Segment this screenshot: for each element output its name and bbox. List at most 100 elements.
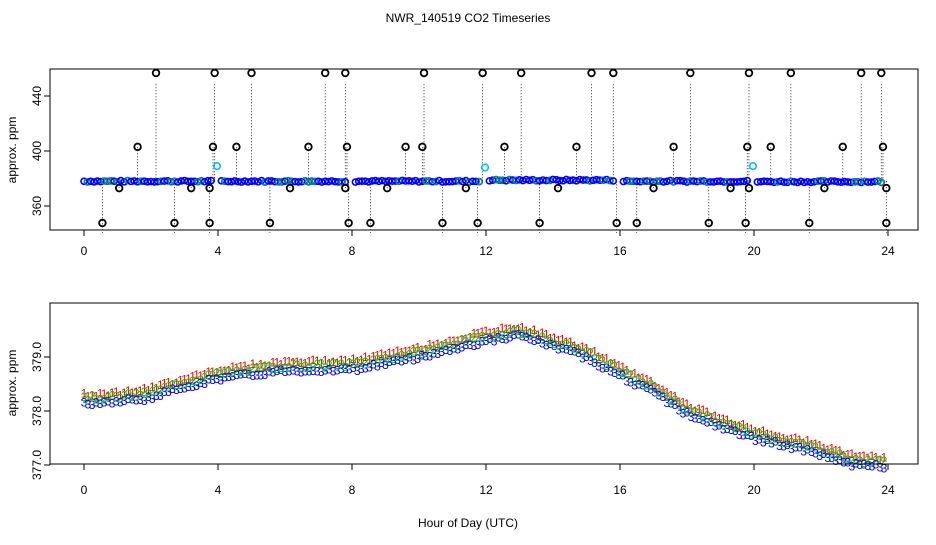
bottom-marker-3: 3 xyxy=(716,418,723,432)
bottom-marker-3: 3 xyxy=(828,451,835,465)
bottom-marker-1: 1 xyxy=(217,364,224,378)
bottom-marker-2: 2 xyxy=(483,330,490,344)
bottom-marker-1: 1 xyxy=(784,433,791,447)
bottom-marker-2: 2 xyxy=(290,357,297,371)
top-spike-point xyxy=(766,142,775,152)
bottom-marker-3: 3 xyxy=(145,390,152,404)
bottom-marker-2: 2 xyxy=(185,376,192,390)
bottom-marker-1: 1 xyxy=(656,382,663,396)
bottom-marker-3: 3 xyxy=(680,406,687,420)
bottom-marker-3: 3 xyxy=(442,343,449,357)
bottom-marker-1: 1 xyxy=(740,417,747,431)
bottom-marker-3: 3 xyxy=(370,358,377,372)
bottom-marker-2: 2 xyxy=(342,360,349,374)
bottom-marker-1: 1 xyxy=(607,357,614,371)
top-spike-point xyxy=(516,68,526,78)
bottom-marker-3: 3 xyxy=(563,342,570,356)
top-point xyxy=(776,177,785,186)
bottom-marker-3: 3 xyxy=(241,367,248,381)
bottom-marker-3: 3 xyxy=(463,338,470,352)
bottom-marker-2: 2 xyxy=(800,438,807,452)
bottom-marker-1: 1 xyxy=(342,354,349,368)
bottom-marker-3: 3 xyxy=(330,365,337,379)
bottom-x-tick-label: 20 xyxy=(747,483,761,497)
top-y-tick-label: 440 xyxy=(30,86,44,106)
bottom-marker-2: 2 xyxy=(844,453,851,467)
bottom-marker-1: 1 xyxy=(475,327,482,341)
bottom-marker-2: 2 xyxy=(125,387,132,401)
bottom-marker-2: 2 xyxy=(205,368,212,382)
bottom-marker-3: 3 xyxy=(193,379,200,393)
bottom-marker-1: 1 xyxy=(499,321,506,335)
bottom-marker-2: 2 xyxy=(736,420,743,434)
bottom-marker-1: 1 xyxy=(668,389,675,403)
bottom-marker-3: 3 xyxy=(149,392,156,406)
bottom-marker-2: 2 xyxy=(720,416,727,430)
bottom-marker-1: 1 xyxy=(511,322,518,336)
bottom-marker-1: 1 xyxy=(338,353,345,367)
bottom-marker-3: 3 xyxy=(181,382,188,396)
bottom-marker-2: 2 xyxy=(563,337,570,351)
bottom-marker-2: 2 xyxy=(603,359,610,373)
top-spike-point xyxy=(232,142,241,152)
bottom-marker-2: 2 xyxy=(394,350,401,364)
bottom-marker-2: 2 xyxy=(374,352,381,366)
bottom-marker-3: 3 xyxy=(278,363,285,377)
bottom-marker-3: 3 xyxy=(318,365,325,379)
bottom-marker-3: 3 xyxy=(865,459,872,473)
bottom-marker-2: 2 xyxy=(752,427,759,441)
top-spike-point xyxy=(366,218,375,228)
bottom-marker-3: 3 xyxy=(631,379,638,393)
bottom-marker-3: 3 xyxy=(869,459,876,473)
bottom-marker-2: 2 xyxy=(852,452,859,466)
bottom-y-tick-label: 379.0 xyxy=(30,342,44,372)
bottom-marker-3: 3 xyxy=(434,347,441,361)
bottom-marker-3: 3 xyxy=(137,393,144,407)
bottom-marker-1: 1 xyxy=(221,364,228,378)
bottom-marker-3: 3 xyxy=(438,345,445,359)
top-point xyxy=(740,177,748,186)
bottom-marker-3: 3 xyxy=(346,362,353,376)
top-x-tick-label: 16 xyxy=(613,244,627,258)
top-spike-point xyxy=(344,218,353,228)
bottom-marker-3: 3 xyxy=(398,355,405,369)
bottom-marker-1: 1 xyxy=(117,388,124,402)
bottom-marker-3: 3 xyxy=(201,377,208,391)
bottom-marker-2: 2 xyxy=(764,431,771,445)
bottom-marker-3: 3 xyxy=(229,370,236,384)
bottom-marker-2: 2 xyxy=(696,406,703,420)
bottom-marker-3: 3 xyxy=(615,368,622,382)
top-spike-point xyxy=(210,68,219,78)
bottom-marker-2: 2 xyxy=(688,405,695,419)
bottom-marker-2: 2 xyxy=(334,358,341,372)
bottom-marker-2: 2 xyxy=(310,359,317,373)
bottom-marker-2: 2 xyxy=(446,339,453,353)
bottom-marker-1: 1 xyxy=(627,368,634,382)
bottom-marker-2: 2 xyxy=(527,326,534,340)
bottom-marker-1: 1 xyxy=(310,353,317,367)
bottom-marker-1: 1 xyxy=(487,326,494,340)
bottom-marker-1: 1 xyxy=(153,381,160,395)
bottom-marker-2: 2 xyxy=(165,380,172,394)
bottom-marker-3: 3 xyxy=(728,423,735,437)
bottom-marker-3: 3 xyxy=(294,364,301,378)
top-spike-point xyxy=(342,142,352,152)
top-point-overlay xyxy=(278,178,286,186)
top-point xyxy=(609,177,618,185)
bottom-marker-3: 3 xyxy=(820,447,827,461)
bottom-marker-2: 2 xyxy=(181,376,188,390)
bottom-marker-1: 1 xyxy=(189,370,196,384)
bottom-marker-2: 2 xyxy=(258,360,265,374)
bottom-marker-1: 1 xyxy=(362,350,369,364)
bottom-marker-1: 1 xyxy=(358,353,365,367)
bottom-marker-2: 2 xyxy=(398,348,405,362)
bottom-marker-2: 2 xyxy=(105,390,112,404)
bottom-marker-1: 1 xyxy=(551,331,558,345)
bottom-marker-1: 1 xyxy=(330,355,337,369)
bottom-marker-1: 1 xyxy=(800,436,807,450)
bottom-marker-3: 3 xyxy=(692,411,699,425)
top-drop-lines xyxy=(102,82,887,233)
top-spike-point xyxy=(478,68,487,78)
bottom-marker-3: 3 xyxy=(254,368,261,382)
